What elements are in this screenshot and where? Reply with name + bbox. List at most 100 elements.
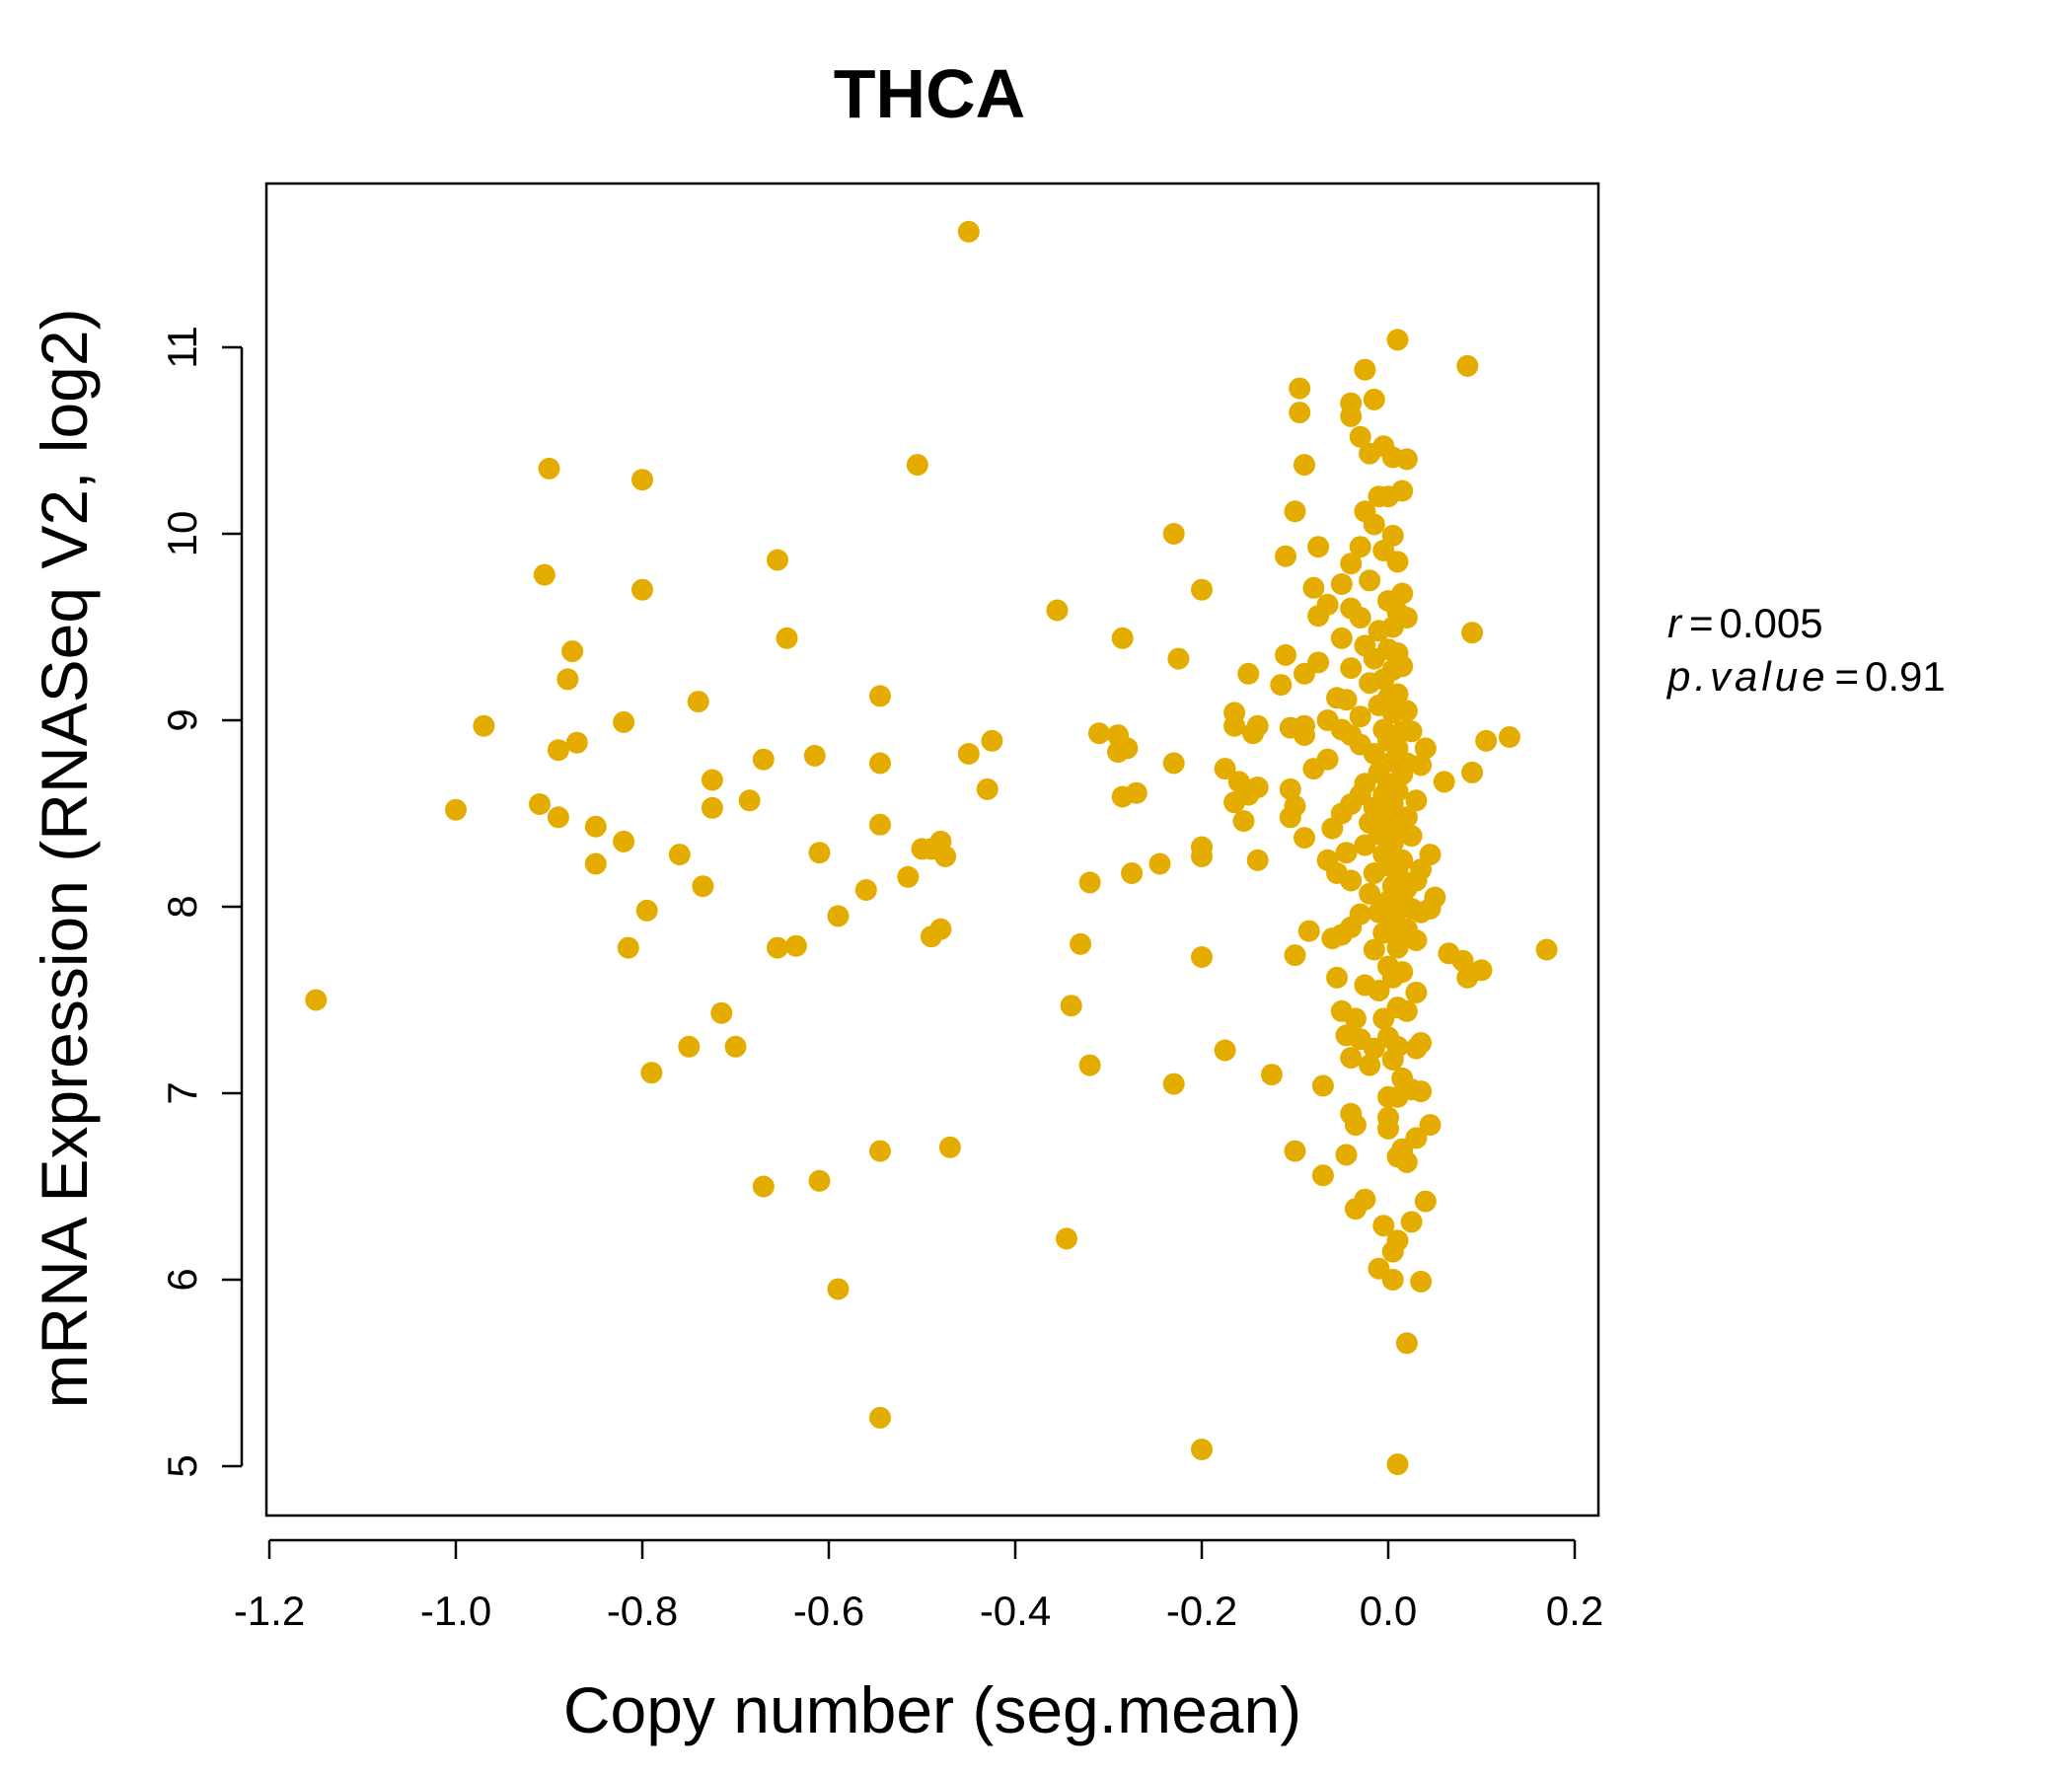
data-point [1349, 607, 1371, 629]
data-point [981, 729, 1003, 752]
data-point [957, 743, 980, 765]
data-point [1330, 573, 1353, 595]
data-point [1400, 825, 1423, 848]
data-point [1391, 961, 1414, 984]
data-point [473, 714, 495, 737]
data-point [1294, 827, 1315, 850]
data-point [1405, 789, 1428, 812]
data-point [1335, 1144, 1358, 1166]
data-point [631, 578, 653, 601]
svg-text:p.value=0.91: p.value = 0.91 [1665, 653, 1946, 700]
data-point [1363, 743, 1385, 765]
data-point [1111, 627, 1134, 649]
data-point [613, 710, 635, 733]
r-label: r [1667, 600, 1683, 646]
data-point [1297, 920, 1320, 942]
data-point [1395, 448, 1418, 471]
data-point [1214, 1039, 1236, 1062]
data-point [1535, 938, 1558, 961]
data-point [1405, 981, 1428, 1003]
chart-title: THCA [834, 55, 1025, 132]
data-point [1046, 599, 1069, 622]
data-point [1340, 869, 1363, 892]
data-point [1349, 425, 1371, 448]
data-point [1191, 1439, 1213, 1460]
data-point [1395, 1332, 1418, 1355]
data-point [1372, 1215, 1395, 1237]
data-point [1316, 748, 1339, 771]
data-point [1246, 714, 1269, 737]
data-point [1289, 377, 1311, 400]
data-point [1359, 882, 1381, 905]
data-point [1335, 842, 1358, 864]
y-tick-label: 10 [159, 511, 205, 557]
r-value: 0.005 [1720, 600, 1823, 646]
x-tick-label: -0.6 [793, 1588, 864, 1634]
data-point [1498, 726, 1520, 748]
data-point [869, 752, 891, 775]
data-point [701, 796, 723, 819]
y-axis-title: mRNA Expression (RNASeq V2, log2) [28, 308, 101, 1408]
data-point [1475, 729, 1498, 752]
data-point [827, 1278, 850, 1300]
data-point [1162, 752, 1185, 775]
plot-frame [264, 182, 1600, 1517]
data-point [547, 806, 569, 829]
data-point [613, 830, 635, 852]
p-label: p.value [1665, 653, 1828, 700]
y-tick-label: 7 [159, 1081, 205, 1104]
data-point [1349, 705, 1371, 728]
x-axis-title: Copy number (seg.mean) [563, 1673, 1301, 1746]
data-point [1381, 1269, 1404, 1291]
data-point [445, 798, 467, 821]
data-point [1400, 720, 1423, 743]
data-point [1214, 758, 1236, 780]
data-point [1148, 852, 1171, 875]
data-point [1302, 576, 1325, 599]
data-point [752, 1175, 775, 1198]
y-tick-label: 9 [159, 708, 205, 731]
data-point [1311, 1164, 1334, 1187]
data-point [1386, 1035, 1409, 1058]
data-point [1400, 1211, 1423, 1233]
data-point [1456, 354, 1479, 377]
data-point [1162, 523, 1185, 545]
data-point [640, 1062, 663, 1084]
data-point [1363, 388, 1385, 410]
data-point [692, 875, 714, 898]
data-point [1386, 779, 1409, 802]
data-point [1391, 480, 1414, 502]
data-point [827, 905, 850, 927]
data-point [1311, 1074, 1334, 1097]
data-point [1386, 329, 1409, 351]
data-point [305, 989, 328, 1011]
data-point [1354, 358, 1376, 381]
data-point [1340, 657, 1363, 680]
data-point [1294, 454, 1315, 477]
x-tick-label: -1.2 [234, 1588, 305, 1634]
data-point [1344, 1114, 1367, 1137]
y-axis: 5 6 7 8 9 10 11 [159, 326, 244, 1478]
data-point [1344, 1007, 1367, 1030]
data-point [1386, 683, 1409, 705]
data-point [1405, 929, 1428, 951]
data-point [1377, 1117, 1399, 1140]
data-point [1116, 737, 1139, 760]
data-point [710, 1001, 733, 1024]
data-point [1284, 500, 1306, 523]
data-points [305, 220, 1558, 1476]
data-point [1191, 946, 1213, 968]
data-point [538, 457, 560, 480]
data-point [1223, 714, 1246, 737]
data-point [529, 793, 551, 815]
data-point [556, 668, 579, 691]
data-point [1070, 932, 1092, 955]
data-point [1395, 806, 1418, 829]
data-point [1391, 655, 1414, 678]
data-point [767, 549, 788, 571]
data-point [1381, 524, 1404, 547]
data-point [1162, 1073, 1185, 1095]
data-point [1410, 1080, 1433, 1103]
data-point [1060, 995, 1082, 1017]
